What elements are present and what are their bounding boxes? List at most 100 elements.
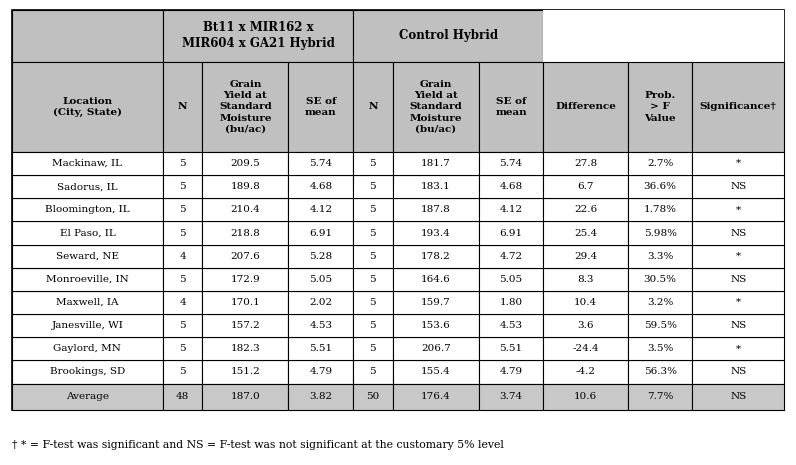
Text: 172.9: 172.9 [231,275,260,284]
Text: El Paso, IL: El Paso, IL [60,228,115,238]
Text: 48: 48 [176,392,189,401]
Text: 159.7: 159.7 [421,298,451,307]
Text: 5: 5 [179,159,186,168]
Text: 4.68: 4.68 [309,182,333,191]
Bar [392,384,478,410]
Text: Bt11 x MIR162 x
MIR604 x GA21 Hybrid: Bt11 x MIR162 x MIR604 x GA21 Hybrid [181,21,334,51]
Text: -4.2: -4.2 [576,367,595,377]
Text: *: * [736,298,741,307]
Bar [693,360,784,384]
Bar [544,384,628,410]
Bar [628,314,693,337]
Bar [202,268,288,291]
Text: 4.53: 4.53 [309,321,333,330]
Bar [693,384,784,410]
Bar [12,10,784,410]
Text: 5: 5 [179,206,186,214]
Text: 50: 50 [366,392,380,401]
Text: 206.7: 206.7 [421,344,451,353]
Text: 178.2: 178.2 [421,252,451,261]
Text: 3.6: 3.6 [577,321,594,330]
Bar [628,245,693,268]
Text: 164.6: 164.6 [421,275,451,284]
Text: 5: 5 [369,252,377,261]
Bar [478,291,544,314]
Bar [288,384,353,410]
Bar [288,314,353,337]
Bar [544,175,628,198]
Bar [353,10,544,62]
Bar [544,152,628,175]
Bar [628,291,693,314]
Text: 4.12: 4.12 [500,206,523,214]
Text: 1.78%: 1.78% [644,206,677,214]
Bar [392,175,478,198]
Text: 5: 5 [369,367,377,377]
Bar [693,245,784,268]
Bar [478,314,544,337]
Text: 187.8: 187.8 [421,206,451,214]
Bar [392,360,478,384]
Text: Control Hybrid: Control Hybrid [399,29,498,42]
Bar [628,268,693,291]
Text: 3.3%: 3.3% [647,252,673,261]
Bar [288,291,353,314]
Text: 207.6: 207.6 [231,252,260,261]
Bar [353,221,392,245]
Text: *: * [736,344,741,353]
Bar [392,337,478,360]
Bar [544,360,628,384]
Text: Location
(City, State): Location (City, State) [53,97,122,117]
Text: 5: 5 [369,228,377,238]
Text: 5.05: 5.05 [309,275,333,284]
Text: NS: NS [730,392,747,401]
Bar [478,175,544,198]
Bar [288,62,353,152]
Bar [12,152,163,175]
Bar [288,175,353,198]
Bar [693,221,784,245]
Bar [202,384,288,410]
Text: Monroeville, IN: Monroeville, IN [46,275,129,284]
Bar [163,314,202,337]
Text: 10.6: 10.6 [574,392,597,401]
Text: Brookings, SD: Brookings, SD [50,367,125,377]
Text: † * = F-test was significant and NS = F-test was not significant at the customar: † * = F-test was significant and NS = F-… [12,440,504,450]
Text: 5: 5 [369,321,377,330]
Bar [478,62,544,152]
Bar [288,152,353,175]
Bar [478,337,544,360]
Text: *: * [736,159,741,168]
Bar [12,198,163,221]
Text: 5: 5 [179,275,186,284]
Bar [12,337,163,360]
Bar [163,384,202,410]
Text: SE of
mean: SE of mean [495,97,527,117]
Bar [693,175,784,198]
Text: Mackinaw, IL: Mackinaw, IL [53,159,123,168]
Text: 5.74: 5.74 [309,159,333,168]
Bar [353,360,392,384]
Bar [392,291,478,314]
Bar [353,152,392,175]
Bar [353,198,392,221]
Text: 3.74: 3.74 [500,392,523,401]
Bar [12,360,163,384]
Text: Bloomington, IL: Bloomington, IL [45,206,130,214]
Text: 151.2: 151.2 [231,367,260,377]
Bar [628,152,693,175]
Text: 5.74: 5.74 [500,159,523,168]
Text: NS: NS [730,321,747,330]
Bar [288,337,353,360]
Text: 4.12: 4.12 [309,206,333,214]
Text: 181.7: 181.7 [421,159,451,168]
Text: NS: NS [730,367,747,377]
Bar [202,221,288,245]
Text: 3.82: 3.82 [309,392,333,401]
Text: Difference: Difference [555,102,616,112]
Bar [202,337,288,360]
Text: 5.98%: 5.98% [644,228,677,238]
Bar [353,384,392,410]
Text: 3.5%: 3.5% [647,344,673,353]
Text: Maxwell, IA: Maxwell, IA [57,298,119,307]
